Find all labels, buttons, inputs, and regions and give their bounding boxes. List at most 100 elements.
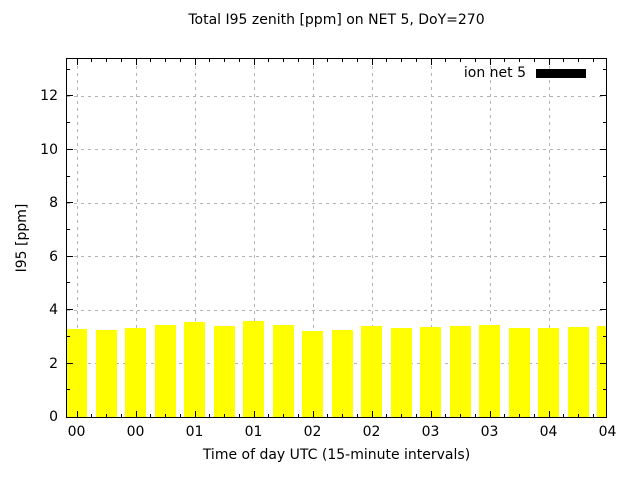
bar xyxy=(213,326,235,417)
y-tick xyxy=(600,95,606,97)
x-tick xyxy=(253,59,255,65)
x-tick xyxy=(519,59,520,62)
x-tick xyxy=(401,59,402,62)
x-tick xyxy=(312,59,314,65)
x-tick xyxy=(268,414,270,417)
x-tick xyxy=(430,59,432,65)
bar xyxy=(95,330,117,417)
bar xyxy=(243,320,264,417)
y-tick xyxy=(600,309,606,311)
x-tick xyxy=(415,59,417,62)
bar xyxy=(597,325,606,417)
y-tick-label: 6 xyxy=(49,248,58,265)
x-tick-label: 00 xyxy=(126,424,145,440)
x-tick xyxy=(371,59,373,65)
y-tick-label: 12 xyxy=(40,88,58,105)
x-tick xyxy=(150,414,152,417)
bar xyxy=(154,325,176,417)
y-tick-label: 4 xyxy=(49,302,58,319)
gridline-vertical xyxy=(548,59,550,417)
x-tick-label: 03 xyxy=(421,424,440,440)
y-tick xyxy=(67,309,73,311)
bar xyxy=(508,327,530,417)
y-tick xyxy=(603,68,606,70)
x-tick xyxy=(238,59,240,62)
x-tick xyxy=(474,414,476,417)
x-tick-label: 01 xyxy=(185,424,204,440)
x-tick xyxy=(194,411,196,417)
x-tick xyxy=(386,59,388,62)
bar xyxy=(302,330,323,417)
y-tick xyxy=(603,122,606,124)
x-tick xyxy=(209,414,211,417)
x-tick xyxy=(533,414,535,417)
y-tick xyxy=(603,335,606,337)
x-tick-label: 02 xyxy=(362,424,381,440)
gridline-vertical xyxy=(312,59,314,417)
gridline-vertical xyxy=(371,59,373,417)
x-tick xyxy=(504,59,506,62)
y-tick xyxy=(67,335,70,337)
gridline-vertical xyxy=(430,59,432,417)
x-tick-label: 02 xyxy=(303,424,322,440)
x-tick xyxy=(327,414,329,417)
y-tick xyxy=(67,122,70,124)
bar xyxy=(567,326,589,417)
y-tick xyxy=(603,175,606,177)
chart-title: Total I95 zenith [ppm] on NET 5, DoY=270 xyxy=(188,12,485,28)
bar xyxy=(538,327,559,417)
bar xyxy=(479,325,500,417)
y-tick xyxy=(67,282,70,284)
x-tick xyxy=(533,59,535,62)
x-tick xyxy=(165,414,166,417)
x-tick-label: 01 xyxy=(244,424,263,440)
y-tick xyxy=(67,202,73,204)
y-tick xyxy=(600,202,606,204)
legend: ion net 5 xyxy=(464,65,586,81)
x-tick xyxy=(371,411,373,417)
gridline-vertical xyxy=(253,59,255,417)
y-tick-label: 0 xyxy=(49,409,58,425)
bar xyxy=(420,326,441,417)
x-tick xyxy=(120,414,122,417)
x-tick xyxy=(548,411,550,417)
x-tick xyxy=(504,414,506,417)
x-tick xyxy=(519,414,520,417)
bar xyxy=(125,327,146,417)
y-tick xyxy=(600,362,606,364)
y-tick-label: 8 xyxy=(49,195,58,212)
y-tick xyxy=(67,255,73,257)
x-tick xyxy=(356,414,358,417)
x-tick xyxy=(253,411,255,417)
x-tick-label: 00 xyxy=(67,424,86,440)
x-tick xyxy=(578,59,579,62)
legend-swatch xyxy=(536,68,586,78)
x-tick xyxy=(312,411,314,417)
x-tick-label: 03 xyxy=(480,424,499,440)
x-tick xyxy=(415,414,417,417)
gridline-horizontal xyxy=(67,202,606,204)
y-tick xyxy=(67,389,70,391)
x-tick xyxy=(297,59,299,62)
bar xyxy=(390,327,412,417)
x-tick xyxy=(592,59,594,62)
bar xyxy=(184,322,205,417)
x-tick xyxy=(150,59,152,62)
x-tick xyxy=(283,59,284,62)
x-tick xyxy=(135,411,137,417)
y-tick xyxy=(67,362,73,364)
bar xyxy=(449,325,471,417)
x-tick xyxy=(342,414,343,417)
y-tick xyxy=(67,229,70,230)
x-tick xyxy=(578,414,579,417)
x-tick xyxy=(460,414,461,417)
x-tick xyxy=(91,414,93,417)
y-tick xyxy=(603,229,606,230)
x-tick xyxy=(165,59,166,62)
x-tick xyxy=(474,59,476,62)
x-tick xyxy=(327,59,329,62)
x-tick xyxy=(106,414,107,417)
y-tick xyxy=(603,389,606,391)
x-tick xyxy=(76,411,78,417)
x-tick xyxy=(489,411,491,417)
